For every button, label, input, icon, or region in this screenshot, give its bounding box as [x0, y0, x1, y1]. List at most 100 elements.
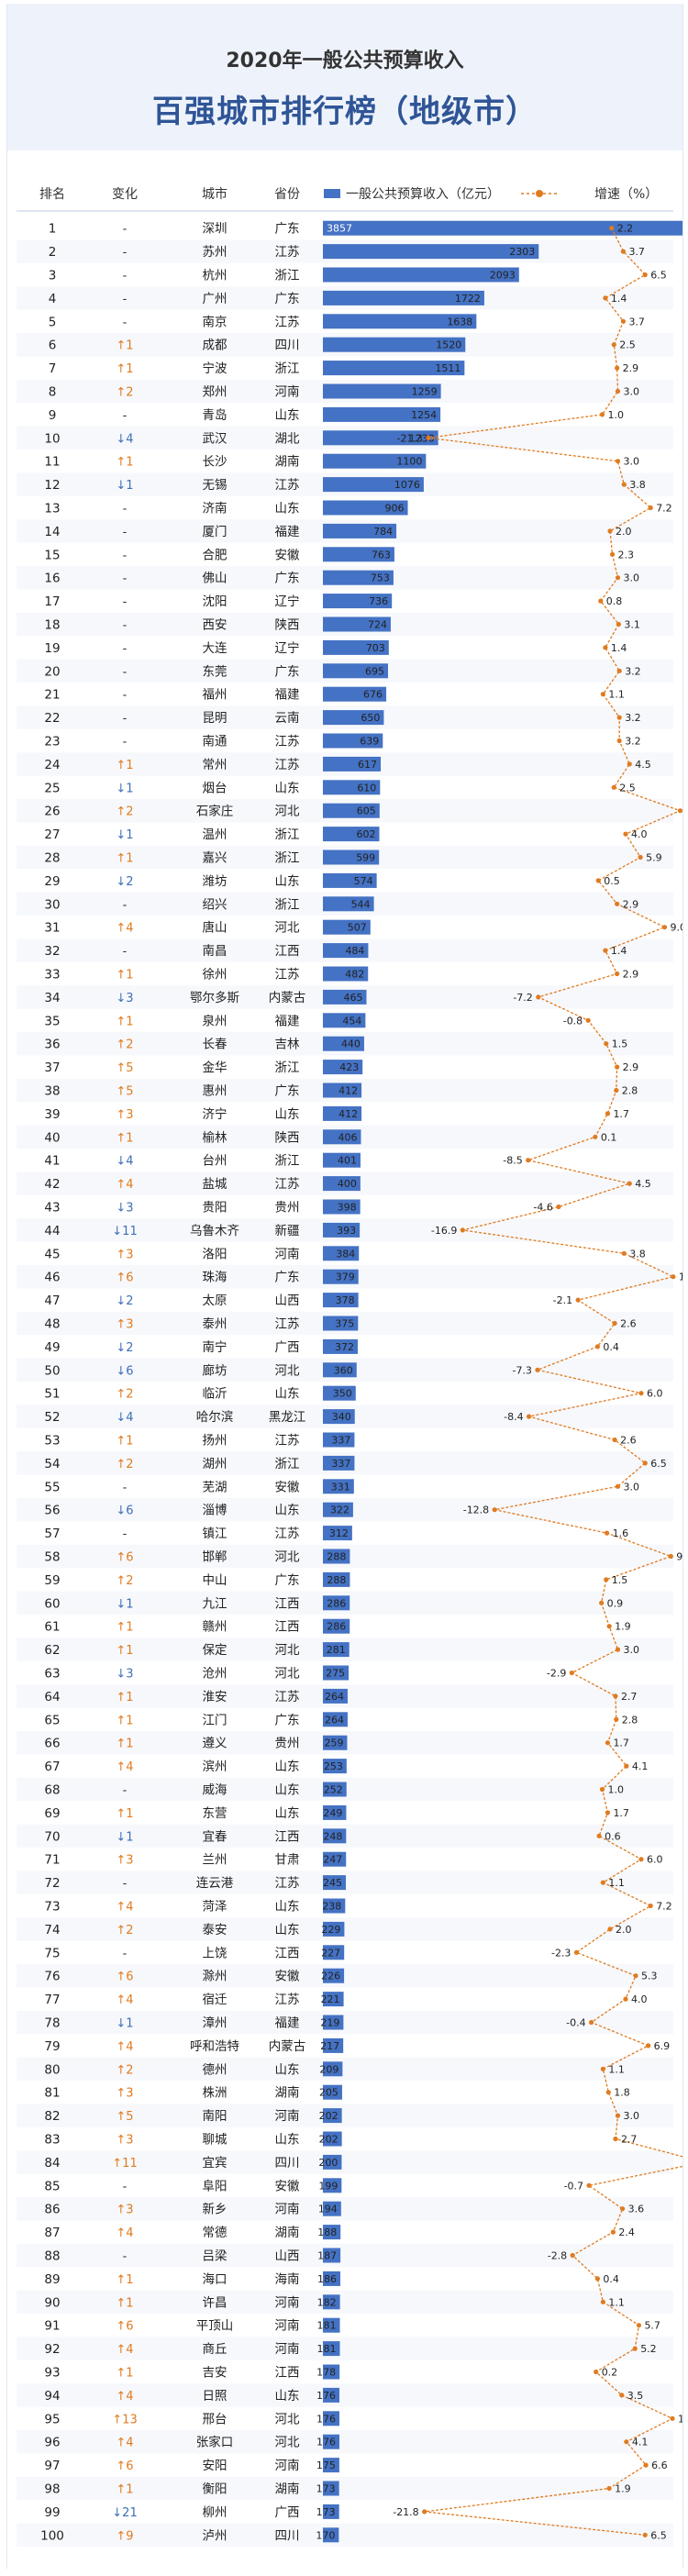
city-cell: 兰州: [203, 1853, 227, 1868]
rank-cell: 21: [44, 688, 60, 703]
revenue-label: 465: [344, 992, 363, 1004]
rank-cell: 8: [49, 385, 57, 400]
growth-label: -2.9: [547, 1668, 566, 1680]
growth-point: [661, 925, 668, 930]
growth-point: [616, 621, 621, 627]
growth-label: 4.0: [631, 828, 648, 840]
revenue-label: 281: [327, 1644, 346, 1656]
city-cell: 榆林: [203, 1130, 227, 1145]
province-cell: 江苏: [275, 1317, 300, 1332]
growth-label: -21.3: [396, 432, 422, 444]
growth-point: [492, 1507, 497, 1513]
growth-label: 3.0: [624, 456, 640, 468]
province-cell: 福建: [275, 2016, 300, 2031]
revenue-label: 1230: [409, 432, 435, 444]
city-cell: 嘉兴: [203, 851, 227, 866]
revenue-label: 599: [356, 852, 375, 864]
growth-point: [573, 1949, 580, 1955]
growth-point: [612, 1437, 617, 1443]
change-cell: -: [123, 1947, 128, 1960]
rank-cell: 72: [44, 1876, 60, 1891]
growth-label: -2.3: [551, 1947, 571, 1959]
growth-point: [605, 2090, 611, 2095]
growth-point: [621, 482, 627, 487]
change-cell: ↑1: [116, 1738, 133, 1751]
growth-label: 1.1: [608, 1877, 625, 1889]
province-cell: 安徽: [275, 548, 300, 562]
growth-point: [600, 692, 605, 697]
growth-point: [620, 318, 627, 324]
growth-point: [613, 1693, 618, 1699]
change-cell: -: [123, 689, 128, 703]
growth-point: [460, 1227, 465, 1233]
growth-point: [620, 249, 627, 254]
revenue-label: 249: [323, 1807, 342, 1819]
revenue-label: 247: [323, 1854, 342, 1866]
change-cell: -: [123, 293, 128, 306]
province-cell: 广东: [275, 1573, 300, 1588]
city-cell: 柳州: [203, 2505, 227, 2520]
ranking-table-svg: 排名 变化 城市 省份 一般公共预算收入（亿元） 增速（%） 1- 深圳 广东 385…: [17, 186, 682, 2547]
province-cell: 广东: [275, 572, 300, 586]
revenue-bar: [323, 1665, 350, 1681]
revenue-bar: [323, 1060, 363, 1075]
revenue-bar: [323, 849, 380, 865]
province-cell: 江苏: [275, 1177, 300, 1192]
province-cell: 山东: [275, 408, 300, 423]
rank-cell: 91: [44, 2319, 60, 2334]
growth-label: 1.1: [608, 2296, 625, 2308]
legend-growth: 增速（%）: [594, 187, 658, 202]
province-cell: 江西: [275, 2366, 300, 2381]
city-cell: 淄博: [203, 1503, 227, 1518]
province-cell: 河南: [275, 2203, 300, 2217]
row-stripe: [17, 2476, 673, 2501]
change-cell: ↓1: [116, 1597, 133, 1611]
growth-point: [615, 971, 620, 977]
revenue-label: 322: [330, 1505, 350, 1516]
growth-label: 2.9: [623, 969, 639, 981]
city-cell: 合肥: [203, 548, 227, 562]
province-cell: 黑龙江: [269, 1410, 306, 1425]
change-cell: ↑1: [116, 1714, 133, 1727]
change-cell: ↑4: [116, 2343, 133, 2357]
growth-point: [648, 505, 653, 511]
change-cell: ↓4: [116, 432, 133, 446]
change-cell: -: [123, 246, 128, 260]
rank-cell: 100: [40, 2528, 64, 2543]
province-cell: 浙江: [275, 851, 300, 866]
revenue-bar: [323, 1036, 364, 1051]
revenue-bar: [323, 1782, 347, 1797]
province-cell: 山东: [275, 1900, 300, 1915]
province-cell: 河北: [275, 805, 300, 819]
rank-cell: 54: [44, 1457, 60, 1471]
growth-label: 6.6: [651, 2459, 668, 2471]
growth-point: [604, 1041, 609, 1047]
revenue-bar: [323, 616, 391, 632]
change-cell: -: [123, 898, 128, 912]
province-cell: 山东: [275, 1760, 300, 1774]
rank-cell: 59: [44, 1573, 60, 1588]
revenue-label: 379: [336, 1271, 355, 1283]
change-cell: ↑4: [116, 922, 133, 936]
growth-label: 1.5: [612, 1574, 628, 1586]
change-cell: ↑2: [116, 1388, 133, 1402]
change-cell: ↓1: [116, 1830, 133, 1844]
growth-label: -2.1: [553, 1294, 572, 1306]
change-cell: ↓2: [116, 1341, 133, 1355]
city-cell: 台州: [203, 1154, 227, 1169]
growth-label: 2.4: [618, 2226, 635, 2238]
rank-cell: 41: [44, 1154, 60, 1169]
revenue-label: 173: [316, 2506, 336, 2518]
province-cell: 山东: [275, 1504, 300, 1518]
rank-cell: 16: [44, 572, 60, 586]
row-stripe: [17, 2010, 673, 2035]
revenue-label: 484: [345, 945, 364, 957]
growth-point: [638, 1857, 644, 1862]
rank-cell: 75: [44, 1946, 60, 1960]
revenue-bar: [323, 1479, 354, 1494]
rank-cell: 98: [44, 2482, 60, 2497]
growth-label: 0.5: [604, 875, 620, 887]
title-band: [7, 4, 682, 150]
revenue-label: 1638: [447, 316, 472, 328]
row-stripe: [17, 2150, 673, 2174]
